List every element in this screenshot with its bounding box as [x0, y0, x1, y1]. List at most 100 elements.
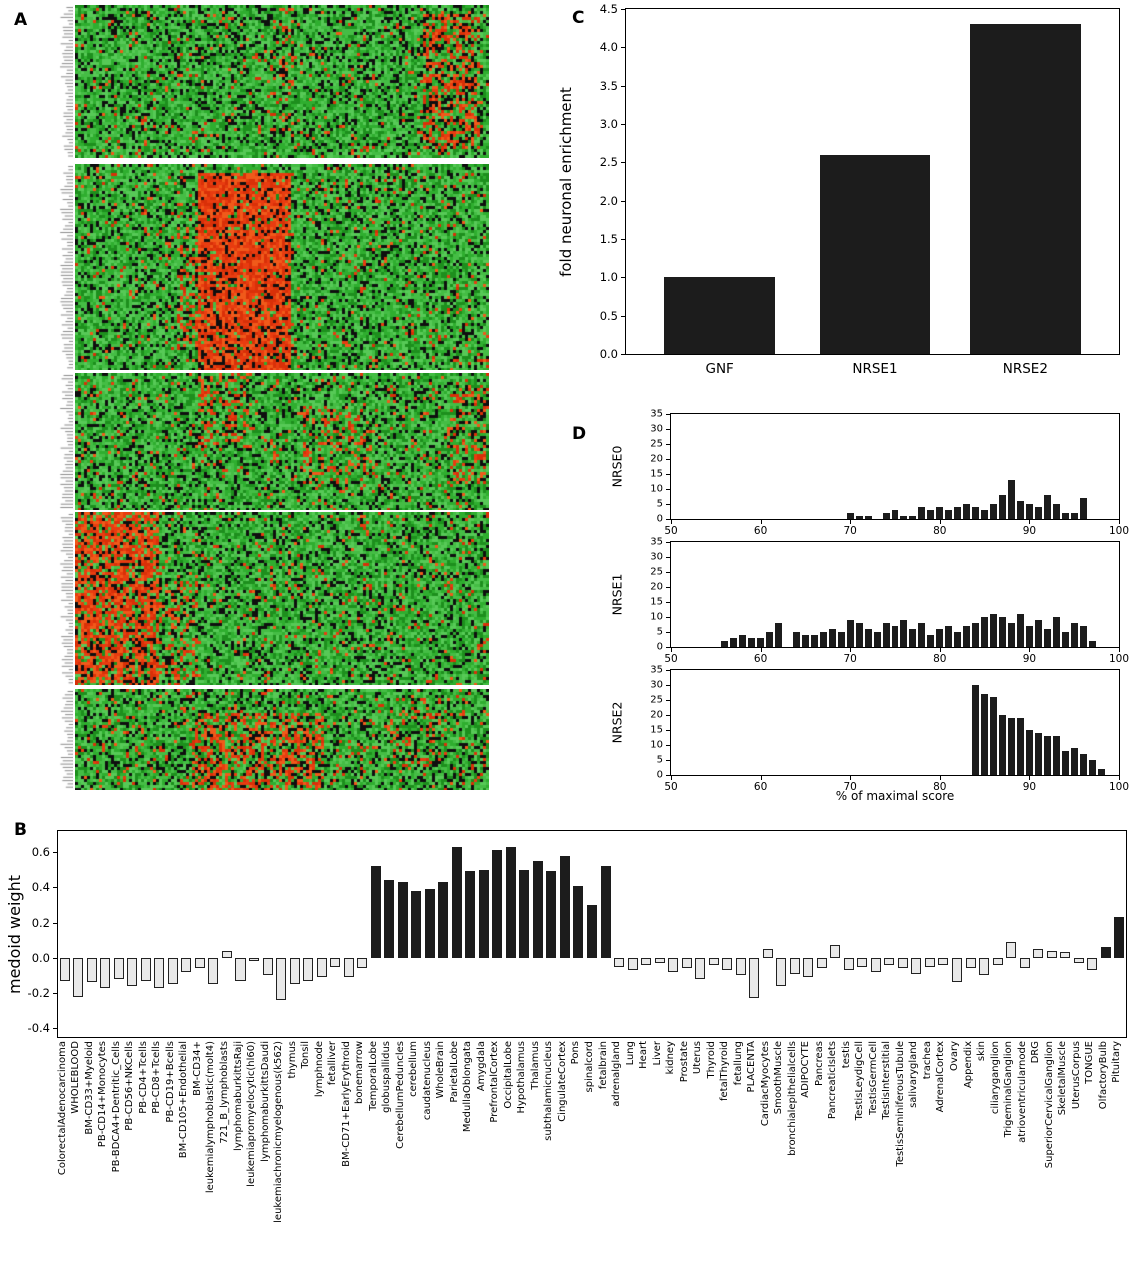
y-tick-mark [666, 685, 671, 686]
bar [641, 957, 652, 965]
y-tick-mark [621, 85, 626, 87]
panel-c-ylabel-wrap: fold neuronal enrichment [557, 9, 575, 354]
bar [963, 504, 971, 519]
bar [478, 869, 489, 958]
bar [1025, 626, 1033, 647]
heatmap-rowlabels-2 [58, 164, 73, 370]
bar [1073, 957, 1084, 964]
category-label: TrigeminalGanglion [1003, 1041, 1015, 1138]
bar [451, 846, 462, 958]
category-label: WHOLEBLOOD [70, 1041, 82, 1114]
category-label: OccipitalLobe [502, 1041, 514, 1109]
x-tick-label: 60 [753, 781, 768, 793]
category-label: Amygdala [475, 1041, 487, 1092]
x-tick-mark [1029, 775, 1031, 780]
bar [864, 516, 872, 519]
bar [532, 860, 543, 958]
y-tick-label: 15 [650, 468, 663, 480]
bar [819, 632, 827, 647]
bar [154, 957, 165, 988]
bar [999, 617, 1006, 647]
bar [1034, 620, 1042, 647]
x-tick-mark [760, 775, 762, 780]
bar [681, 957, 692, 969]
category-label: TestisInterstitial [881, 1041, 893, 1120]
bar [289, 957, 300, 985]
x-tick-label: 60 [753, 653, 768, 665]
bar [1046, 950, 1057, 958]
bar [411, 890, 422, 958]
panel-b-ylabel-wrap: medoid weight [5, 831, 24, 1037]
bar [927, 635, 935, 647]
bar [870, 957, 881, 972]
x-category-label: GNF [705, 361, 734, 377]
x-tick-mark [850, 519, 852, 524]
category-label: DRG [1030, 1041, 1042, 1064]
bar [972, 623, 980, 647]
bar [708, 957, 719, 965]
bar [181, 957, 192, 972]
bar [614, 957, 625, 967]
category-label: Liver [651, 1041, 663, 1066]
y-tick-mark [621, 162, 626, 164]
category-label: SkeletalMuscle [1057, 1041, 1069, 1116]
bar [1052, 617, 1060, 647]
y-tick-mark [666, 700, 671, 701]
category-label: cerebellum [408, 1041, 420, 1097]
y-tick-label: 0.0 [31, 950, 50, 965]
bar [1070, 623, 1078, 647]
y-tick-label: -0.4 [27, 1021, 50, 1036]
bar [938, 957, 949, 965]
category-label: spinalcord [584, 1041, 595, 1093]
bar [586, 904, 597, 958]
panel-d-series-label: NRSE0 [609, 445, 625, 488]
y-tick-label: 5 [656, 626, 663, 638]
heatmap-block-2 [75, 164, 489, 370]
category-label: Heart [638, 1041, 650, 1069]
bar [909, 516, 917, 519]
x-tick-label: 70 [843, 781, 857, 793]
y-tick-mark [666, 444, 671, 445]
category-label: WholeBrain [435, 1041, 447, 1099]
y-tick-label: 0.6 [31, 845, 50, 860]
bar [843, 957, 854, 971]
bar [837, 632, 845, 647]
heatmap-block-3 [75, 373, 489, 510]
category-label: Appendix [962, 1041, 974, 1089]
x-tick-label: 100 [1108, 653, 1130, 665]
x-tick-label: 80 [933, 653, 947, 665]
bar [664, 277, 776, 354]
bar [1070, 513, 1078, 519]
bar [1034, 507, 1042, 519]
category-label: ADIPOCYTE [800, 1041, 812, 1098]
bar [965, 957, 976, 969]
x-tick-label: 60 [753, 525, 768, 537]
bar [722, 957, 733, 971]
bar [981, 510, 989, 519]
bar [505, 846, 516, 958]
y-tick-mark [621, 277, 626, 279]
category-label: TestisSeminiferousTubule [894, 1041, 906, 1167]
bar [1061, 513, 1069, 519]
bar [803, 957, 814, 978]
category-label: bronchialepithelialcells [786, 1041, 798, 1156]
bar [235, 957, 246, 981]
category-label: CerebellumPeduncles [394, 1041, 406, 1149]
y-tick-mark [666, 572, 671, 573]
y-tick-mark [666, 489, 671, 490]
y-tick-label: 0.0 [599, 347, 618, 361]
bar [882, 513, 890, 519]
y-tick-label: 3.5 [599, 78, 618, 93]
x-tick-mark [939, 519, 941, 524]
bar [749, 957, 760, 999]
y-tick-mark [666, 632, 671, 633]
bar [792, 632, 800, 647]
y-tick-mark [666, 647, 671, 648]
panel-b-plot: medoid weight -0.4 -0.2 0.0 0.2 0.4 0.6 [5, 830, 1127, 1038]
y-tick-mark [666, 602, 671, 603]
bar [1052, 736, 1060, 775]
category-label: thymus [286, 1041, 298, 1079]
y-tick-label: 15 [650, 596, 663, 608]
y-tick-mark [53, 1028, 58, 1030]
panel-d-xlabel: % of maximal score [835, 789, 955, 803]
